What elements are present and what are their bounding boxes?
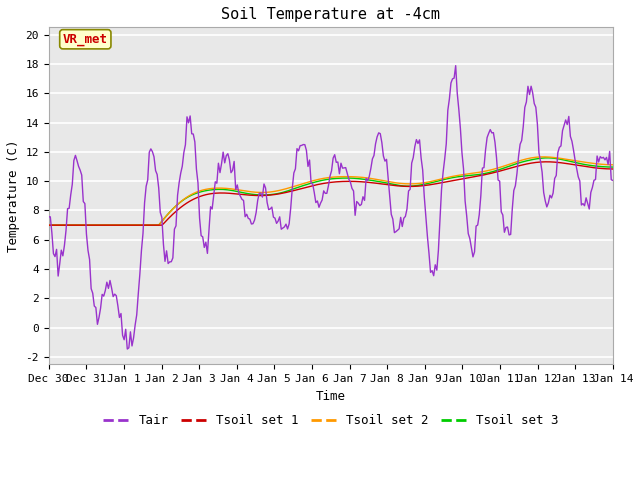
Line: Tsoil set 1: Tsoil set 1 — [49, 162, 613, 225]
Tair — [609, 178, 617, 183]
Tsoil set 1 — [45, 222, 52, 228]
Tsoil set 3 — [232, 188, 239, 194]
Tair — [580, 203, 588, 209]
Tair — [293, 146, 301, 152]
Tair — [124, 346, 131, 352]
Tsoil set 3 — [543, 155, 550, 161]
Tsoil set 1 — [579, 163, 587, 169]
Tsoil set 2 — [213, 185, 221, 191]
Line: Tair: Tair — [49, 66, 613, 349]
Tsoil set 2 — [609, 162, 617, 168]
Tair — [452, 63, 460, 69]
Text: VR_met: VR_met — [63, 33, 108, 46]
Y-axis label: Temperature (C): Temperature (C) — [7, 140, 20, 252]
Tsoil set 3 — [609, 164, 617, 170]
X-axis label: Time: Time — [316, 390, 346, 403]
Tsoil set 2 — [292, 183, 300, 189]
Tsoil set 2 — [579, 159, 587, 165]
Tsoil set 2 — [232, 187, 239, 192]
Tair — [214, 160, 222, 166]
Tsoil set 1 — [292, 187, 300, 193]
Tsoil set 3 — [114, 222, 122, 228]
Tsoil set 3 — [45, 222, 52, 228]
Tsoil set 1 — [232, 191, 239, 197]
Tsoil set 1 — [543, 159, 550, 165]
Legend: Tair, Tsoil set 1, Tsoil set 2, Tsoil set 3: Tair, Tsoil set 1, Tsoil set 2, Tsoil se… — [99, 409, 563, 432]
Tsoil set 3 — [213, 187, 221, 192]
Tsoil set 1 — [114, 222, 122, 228]
Tsoil set 1 — [213, 190, 221, 196]
Title: Soil Temperature at -4cm: Soil Temperature at -4cm — [221, 7, 440, 22]
Tair — [114, 303, 122, 309]
Tsoil set 2 — [540, 154, 547, 160]
Tair — [234, 182, 241, 188]
Tsoil set 1 — [241, 192, 249, 198]
Tsoil set 3 — [292, 185, 300, 191]
Line: Tsoil set 2: Tsoil set 2 — [49, 157, 613, 225]
Tsoil set 3 — [241, 190, 249, 196]
Tsoil set 2 — [114, 222, 122, 228]
Tsoil set 1 — [609, 166, 617, 172]
Tair — [45, 214, 52, 220]
Tsoil set 3 — [579, 161, 587, 167]
Tsoil set 2 — [45, 222, 52, 228]
Line: Tsoil set 3: Tsoil set 3 — [49, 158, 613, 225]
Tair — [243, 211, 250, 217]
Tsoil set 2 — [241, 188, 249, 194]
